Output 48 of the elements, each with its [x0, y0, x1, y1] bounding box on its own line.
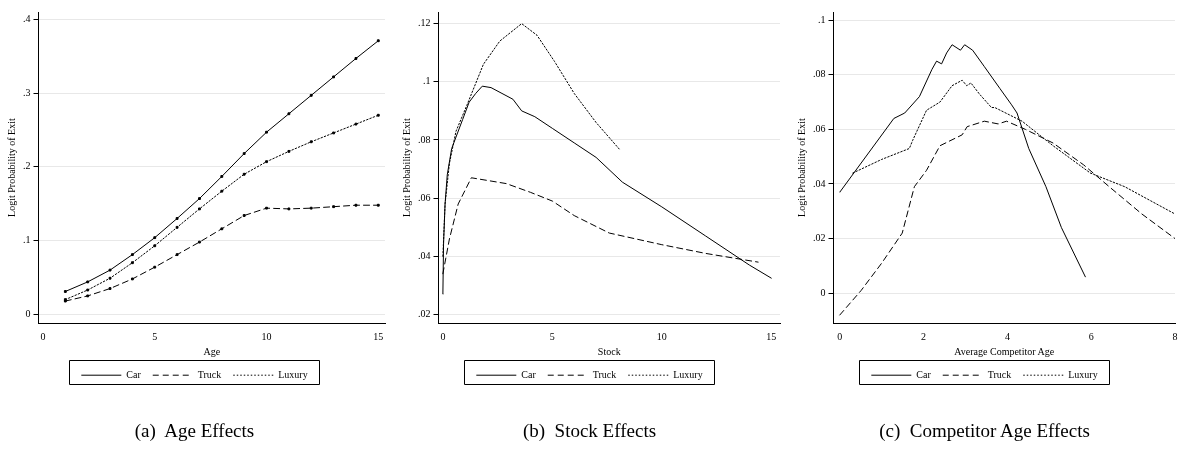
x-tick-label: 0: [440, 330, 446, 342]
y-tick-label: .06: [418, 191, 431, 203]
x-tick-label: 10: [656, 330, 667, 342]
x-tick-label: 10: [261, 330, 272, 342]
y-tick-label: 0: [820, 286, 826, 298]
text: (c) Competitor Age Effects: [879, 419, 1090, 442]
x-tick-label: 15: [373, 330, 384, 342]
y-tick-label: .4: [23, 13, 31, 24]
y-tick-label: .3: [23, 86, 31, 98]
y-tick-label: .02: [418, 308, 431, 320]
y-tick-label: .04: [418, 249, 431, 261]
y-tick-label: .08: [418, 133, 431, 145]
x-axis-title: Age: [203, 345, 221, 357]
y-tick-label: .04: [813, 177, 826, 189]
x-tick-label: 5: [152, 330, 158, 342]
y-tick-label: .12: [418, 17, 431, 29]
x-tick-label: 4: [1004, 330, 1010, 342]
legend-label: Luxury: [1068, 368, 1098, 380]
legend-label: Luxury: [673, 368, 703, 380]
text: (b) Stock Effects: [522, 419, 657, 442]
y-tick-label: 0: [25, 307, 31, 319]
legend-label: Car: [521, 368, 537, 380]
y-axis-title: Logit Probability of Exit: [400, 118, 412, 217]
x-tick-label: 0: [40, 330, 46, 342]
legend-label: Truck: [197, 368, 222, 380]
x-tick-label: 8: [1172, 330, 1178, 342]
legend-label: Car: [126, 368, 142, 380]
y-axis-title: Logit Probability of Exit: [5, 118, 17, 217]
x-tick-label: 2: [921, 330, 927, 342]
y-tick-label: .1: [423, 75, 431, 87]
legend-label: Truck: [592, 368, 617, 380]
x-tick-label: 5: [549, 330, 555, 342]
y-axis-title: Logit Probability of Exit: [795, 118, 807, 217]
legend-label: Car: [916, 368, 932, 380]
x-tick-label: 15: [766, 330, 777, 342]
x-axis-title: Average Competitor Age: [954, 345, 1055, 357]
legend-label: Luxury: [278, 368, 308, 380]
y-tick-label: .1: [23, 234, 31, 246]
y-tick-label: .2: [23, 160, 31, 172]
y-tick-label: .06: [813, 123, 826, 135]
x-tick-label: 6: [1088, 330, 1094, 342]
x-axis-title: Stock: [597, 345, 621, 357]
text: (a) Age Effects: [134, 419, 255, 442]
y-tick-label: .08: [813, 68, 826, 80]
y-tick-label: .1: [818, 13, 826, 25]
legend-label: Truck: [987, 368, 1012, 380]
x-tick-label: 0: [837, 330, 843, 342]
y-tick-label: .02: [813, 232, 826, 244]
